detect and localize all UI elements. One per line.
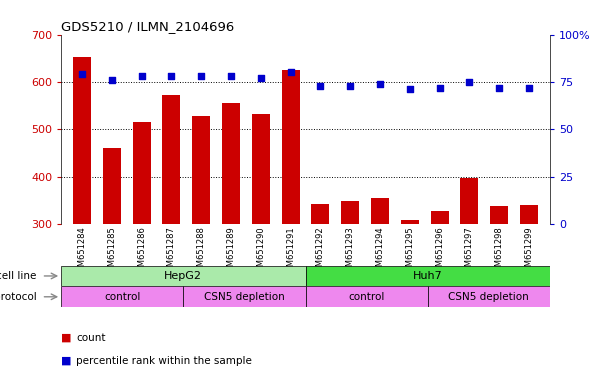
Point [107, 77, 117, 83]
Bar [73, 57, 91, 224]
Bar [306, 286, 428, 307]
Text: control: control [348, 292, 385, 302]
Text: GSM651289: GSM651289 [227, 226, 235, 277]
Bar [401, 220, 419, 224]
Point [226, 73, 236, 79]
Bar [490, 206, 508, 224]
Text: GSM651288: GSM651288 [197, 226, 206, 277]
Text: protocol: protocol [0, 292, 37, 302]
Bar [428, 286, 550, 307]
Text: GSM651293: GSM651293 [346, 226, 355, 277]
Bar [306, 266, 550, 286]
Text: GSM651294: GSM651294 [376, 226, 384, 276]
Text: GSM651296: GSM651296 [435, 226, 444, 277]
Text: GSM651297: GSM651297 [465, 226, 474, 277]
Bar [61, 286, 183, 307]
Bar [342, 201, 359, 224]
Text: GSM651292: GSM651292 [316, 226, 325, 276]
Point [137, 73, 147, 79]
Point [524, 84, 534, 91]
Text: ■: ■ [61, 333, 75, 343]
Point [315, 83, 325, 89]
Text: GSM651295: GSM651295 [405, 226, 414, 276]
Point [494, 84, 504, 91]
Text: GSM651290: GSM651290 [256, 226, 265, 276]
Point [77, 71, 87, 78]
Bar [282, 70, 299, 224]
Point [196, 73, 206, 79]
Bar [252, 114, 269, 224]
Text: cell line: cell line [0, 271, 37, 281]
Point [166, 73, 176, 79]
Point [464, 79, 474, 85]
Point [345, 83, 355, 89]
Text: GSM651284: GSM651284 [78, 226, 87, 277]
Bar [103, 148, 121, 224]
Point [286, 70, 296, 76]
Point [256, 75, 266, 81]
Bar [461, 177, 478, 224]
Text: count: count [76, 333, 106, 343]
Bar [312, 204, 329, 224]
Point [375, 81, 385, 87]
Text: GSM651287: GSM651287 [167, 226, 176, 277]
Bar [192, 116, 210, 224]
Bar [222, 103, 240, 224]
Point [405, 86, 415, 93]
Text: CSN5 depletion: CSN5 depletion [204, 292, 285, 302]
Text: GDS5210 / ILMN_2104696: GDS5210 / ILMN_2104696 [61, 20, 235, 33]
Text: GSM651299: GSM651299 [524, 226, 533, 276]
Text: GSM651291: GSM651291 [286, 226, 295, 276]
Bar [431, 211, 448, 224]
Text: GSM651286: GSM651286 [137, 226, 146, 277]
Bar [163, 95, 180, 224]
Bar [520, 205, 538, 224]
Bar [183, 286, 306, 307]
Point [435, 84, 445, 91]
Text: percentile rank within the sample: percentile rank within the sample [76, 356, 252, 366]
Text: control: control [104, 292, 141, 302]
Text: GSM651285: GSM651285 [108, 226, 116, 277]
Text: HepG2: HepG2 [164, 271, 202, 281]
Text: CSN5 depletion: CSN5 depletion [448, 292, 529, 302]
Bar [133, 122, 150, 224]
Text: ■: ■ [61, 356, 75, 366]
Text: Huh7: Huh7 [413, 271, 442, 281]
Bar [61, 266, 306, 286]
Text: GSM651298: GSM651298 [495, 226, 503, 277]
Bar [371, 198, 389, 224]
